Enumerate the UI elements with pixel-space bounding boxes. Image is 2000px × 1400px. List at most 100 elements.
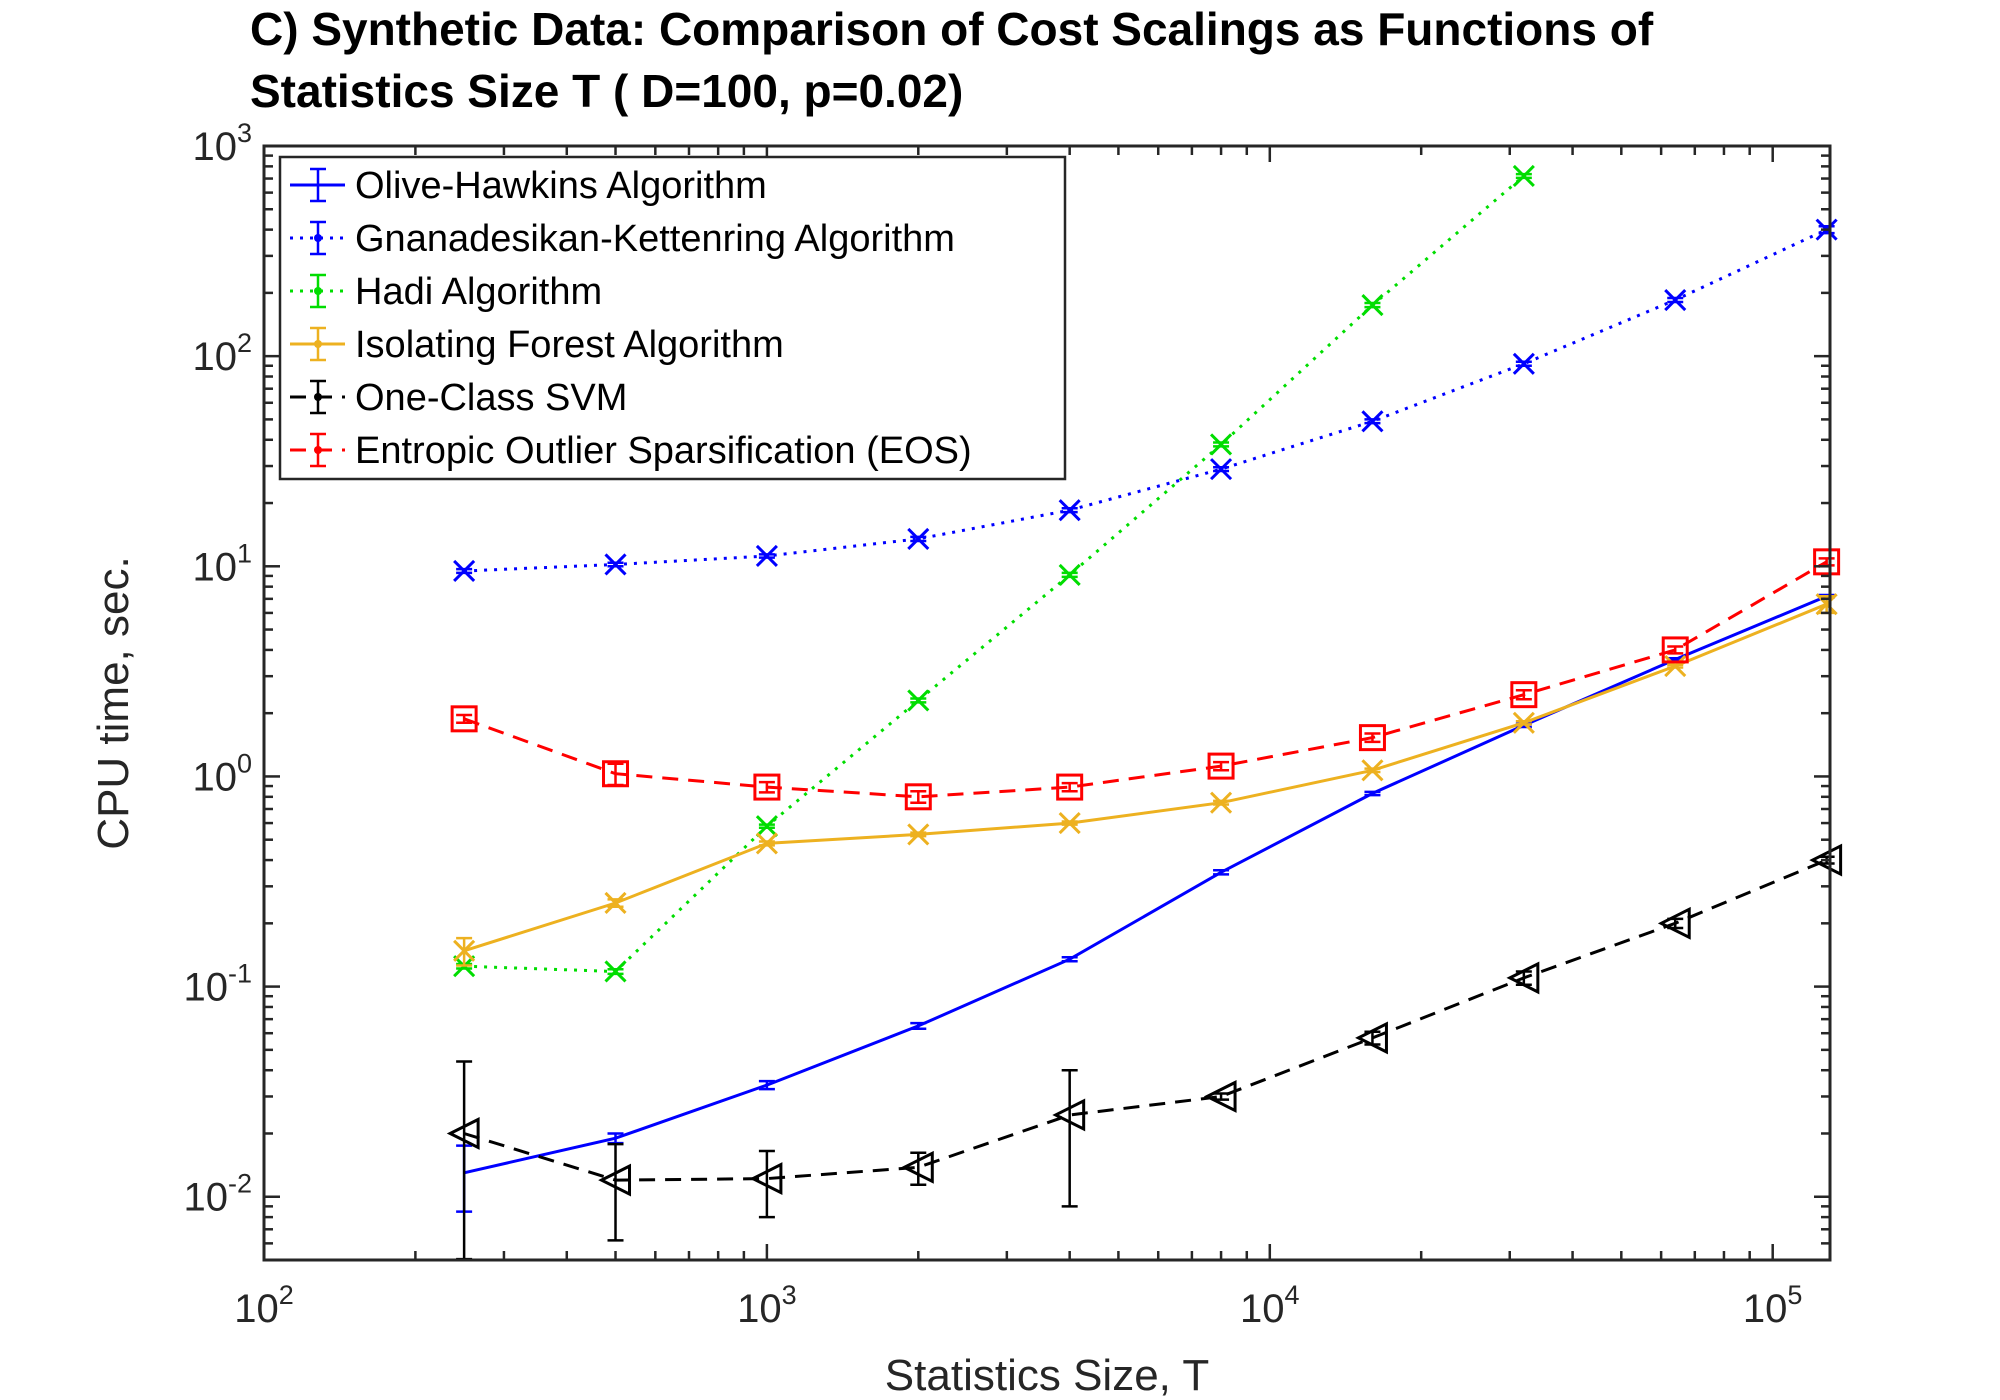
x-axis-label: Statistics Size, T bbox=[885, 1351, 1209, 1400]
error-bar bbox=[1364, 732, 1381, 744]
legend-box bbox=[278, 155, 1067, 481]
error-bar bbox=[910, 1151, 927, 1187]
y-axis-label: CPU time, sec. bbox=[89, 556, 138, 849]
chart-title-line-2: Statistics Size T ( D=100, p=0.02) bbox=[250, 65, 963, 117]
data-point bbox=[1664, 655, 1687, 678]
legend-entry-2: Hadi Algorithm bbox=[290, 271, 602, 313]
data-point bbox=[453, 559, 476, 583]
data-point bbox=[598, 1163, 632, 1197]
data-point bbox=[1361, 410, 1384, 433]
y-tick-label: 10-2 bbox=[183, 1169, 252, 1220]
error-bar bbox=[1061, 955, 1078, 963]
data-point bbox=[1506, 961, 1540, 995]
data-point bbox=[753, 773, 781, 801]
series-line bbox=[463, 560, 1828, 799]
series-line bbox=[463, 858, 1828, 1182]
data-point bbox=[1058, 812, 1081, 835]
data-point bbox=[1058, 499, 1081, 522]
error-bar bbox=[758, 780, 775, 794]
data-point bbox=[1813, 548, 1841, 576]
data-point bbox=[604, 960, 627, 983]
data-point bbox=[453, 939, 476, 962]
y-tick-label: 10-1 bbox=[183, 959, 252, 1010]
legend-label: One-Class SVM bbox=[355, 377, 627, 419]
series-line bbox=[463, 602, 1828, 953]
data-point bbox=[907, 527, 930, 550]
legend-marker bbox=[314, 287, 322, 295]
data-point bbox=[1809, 843, 1843, 877]
data-point bbox=[907, 823, 930, 846]
data-point bbox=[1661, 636, 1689, 664]
data-point bbox=[900, 1150, 934, 1184]
y-tick-label: 101 bbox=[192, 538, 252, 589]
y-tick-label: 100 bbox=[192, 748, 252, 799]
error-bar bbox=[1213, 868, 1230, 876]
error-bar bbox=[607, 1142, 624, 1242]
data-point bbox=[1512, 164, 1535, 188]
error-bar bbox=[910, 1021, 927, 1031]
plot-frame bbox=[262, 144, 1832, 1262]
legend-entry-0: Olive-Hawkins Algorithm bbox=[290, 165, 767, 207]
data-point bbox=[1657, 906, 1691, 940]
x-tick-label: 104 bbox=[1240, 1280, 1300, 1331]
data-point bbox=[904, 783, 932, 811]
legend-label: Hadi Algorithm bbox=[355, 271, 602, 313]
error-bar bbox=[910, 790, 927, 804]
data-point bbox=[604, 891, 627, 915]
x-tick-label: 103 bbox=[737, 1280, 797, 1331]
legend-marker bbox=[314, 446, 322, 454]
error-bar bbox=[1213, 760, 1230, 772]
data-point bbox=[1203, 1080, 1237, 1113]
data-point bbox=[1664, 288, 1687, 312]
data-point bbox=[755, 815, 778, 838]
y-tick-label: 103 bbox=[192, 118, 252, 169]
data-point bbox=[1512, 352, 1535, 375]
data-point bbox=[450, 705, 478, 733]
data-point bbox=[749, 1162, 783, 1196]
series-3 bbox=[453, 593, 1838, 967]
data-point bbox=[446, 1117, 480, 1150]
error-bar bbox=[1061, 1068, 1078, 1208]
data-point bbox=[1512, 711, 1535, 734]
data-point bbox=[1207, 752, 1235, 780]
data-point bbox=[1209, 458, 1233, 481]
data-point bbox=[1209, 433, 1233, 456]
legend: Olive-Hawkins Algorithm Gnanadesikan-Kett… bbox=[278, 155, 1067, 481]
data-point bbox=[1056, 773, 1084, 801]
chart-title-line-1: C) Synthetic Data: Comparison of Cost Sc… bbox=[250, 3, 1654, 55]
series-line bbox=[463, 594, 1828, 1175]
data-point bbox=[604, 553, 627, 576]
data-point bbox=[1058, 563, 1081, 586]
legend-errorbar bbox=[310, 167, 326, 203]
error-bar bbox=[758, 1079, 775, 1091]
legend-entry-3: Isolating Forest Algorithm bbox=[290, 324, 784, 366]
data-point bbox=[1361, 294, 1384, 317]
error-bar bbox=[1061, 781, 1078, 793]
data-point bbox=[907, 689, 930, 712]
legend-label: Isolating Forest Algorithm bbox=[355, 324, 784, 366]
x-tick-label: 105 bbox=[1743, 1280, 1803, 1331]
legend-label: Gnanadesikan-Kettenring Algorithm bbox=[355, 218, 955, 260]
legend-entry-1: Gnanadesikan-Kettenring Algorithm bbox=[290, 218, 955, 260]
data-point bbox=[1355, 1021, 1388, 1055]
legend-marker bbox=[314, 393, 322, 401]
data-point bbox=[1510, 681, 1538, 709]
error-bar bbox=[456, 713, 473, 725]
data-point bbox=[1209, 791, 1233, 814]
legend-label: Entropic Outlier Sparsification (EOS) bbox=[355, 430, 972, 472]
data-point bbox=[1052, 1098, 1086, 1132]
data-point bbox=[755, 832, 778, 855]
legend-marker bbox=[314, 234, 322, 242]
data-point bbox=[1815, 593, 1838, 616]
data-point bbox=[755, 544, 778, 568]
y-tick-label: 102 bbox=[192, 328, 252, 379]
legend-marker bbox=[314, 340, 322, 348]
data-point bbox=[1358, 724, 1386, 752]
series-0 bbox=[456, 593, 1835, 1213]
x-tick-label: 102 bbox=[234, 1280, 294, 1331]
error-bar bbox=[1364, 790, 1381, 797]
legend-entry-5: Entropic Outlier Sparsification (EOS) bbox=[290, 430, 972, 472]
data-point bbox=[1361, 759, 1384, 782]
error-bar bbox=[1667, 645, 1684, 655]
